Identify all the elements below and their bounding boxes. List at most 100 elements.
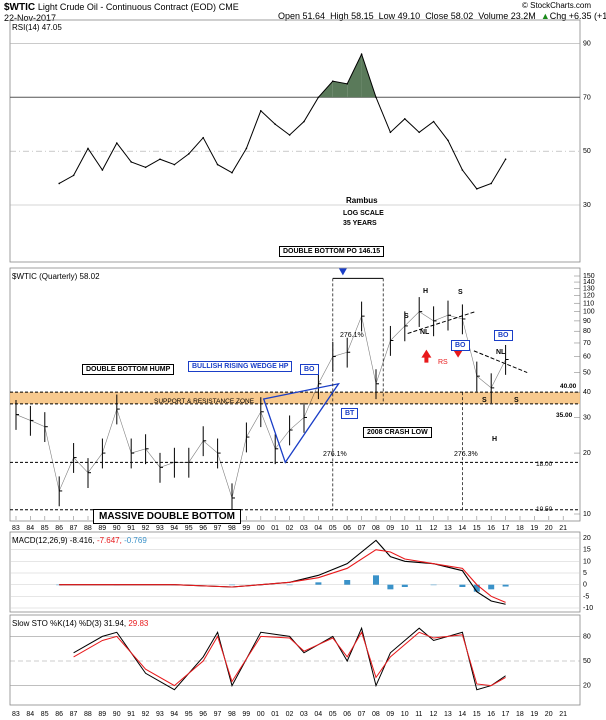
- sto-x-tick-label: 95: [185, 711, 193, 718]
- sto-x-tick-label: 10: [401, 711, 409, 718]
- macd-histogram-bar: [229, 584, 235, 586]
- rsi-point: [360, 53, 363, 56]
- hs-right-shoulder-label: S: [458, 289, 463, 296]
- sto-x-tick-label: 93: [156, 711, 164, 718]
- sto-x-tick-label: 02: [286, 711, 294, 718]
- macd-tick-label: 15: [583, 547, 591, 554]
- macd-histogram-bar: [502, 584, 509, 587]
- price-x-tick-label: 85: [41, 525, 49, 532]
- sto-x-tick-label: 03: [300, 711, 308, 718]
- bt-box: BT: [341, 408, 359, 419]
- sto-x-tick-label: 13: [444, 711, 452, 718]
- macd-histogram-bar: [344, 580, 351, 585]
- price-x-tick-label: 97: [214, 525, 222, 532]
- massive-double-bottom-box: MASSIVE DOUBLE BOTTOM: [93, 509, 241, 524]
- sto-x-tick-label: 05: [329, 711, 337, 718]
- rsi-point: [317, 96, 320, 99]
- sto-x-tick-label: 08: [372, 711, 380, 718]
- sto-x-tick-label: 16: [487, 711, 495, 718]
- sto-x-tick-label: 14: [458, 711, 466, 718]
- rsi-point: [274, 123, 277, 126]
- rsi-point: [116, 142, 118, 144]
- rsi-tick-label: 90: [583, 40, 591, 47]
- rsi-point: [216, 163, 219, 166]
- rsi-point: [101, 169, 104, 171]
- sto-tick-label: 80: [583, 633, 591, 640]
- price-x-tick-label: 08: [372, 525, 380, 532]
- macd-label: MACD(12,26,9) -8.416, -7.647, -0.769: [12, 536, 147, 545]
- rsi-point: [404, 118, 406, 120]
- macd-histogram-bar: [459, 584, 466, 587]
- price-tick-label: 50: [583, 370, 591, 377]
- price-x-tick-label: 90: [113, 525, 121, 532]
- rsi-label: RSI(14) 47.05: [12, 23, 62, 32]
- price-x-tick-label: 12: [430, 525, 438, 532]
- rsi-point: [490, 182, 493, 185]
- sto-x-tick-label: 85: [41, 711, 49, 718]
- rsi-point: [476, 188, 478, 190]
- price-x-tick-label: 06: [343, 525, 351, 532]
- neckline-top-label: NL: [420, 329, 430, 336]
- rsi-tick-label: 30: [583, 202, 591, 209]
- crash-low-box: 2008 CRASH LOW: [363, 427, 432, 438]
- inv-hs-head-label: H: [492, 436, 498, 443]
- price-x-tick-label: 87: [70, 525, 78, 532]
- bo-box-1: BO: [300, 364, 319, 375]
- rsi-overbought-fill: [332, 81, 348, 98]
- level-40-label: 40.00: [560, 383, 577, 390]
- rsi-point: [173, 163, 176, 166]
- price-x-tick-label: 00: [257, 525, 265, 532]
- price-x-tick-label: 14: [458, 525, 466, 532]
- sto-x-tick-label: 97: [214, 711, 222, 718]
- sto-label: Slow STO %K(14) %D(3) 31.94, 29.83: [12, 619, 149, 628]
- macd-histogram-bar: [373, 575, 379, 585]
- support-zone-label: SUPPORT & RESISTANCE ZONE: [154, 398, 255, 405]
- price-x-tick-label: 09: [386, 525, 394, 532]
- rsi-point: [144, 166, 147, 169]
- bullish-wedge-box: BULLISH RISING WEDGE HP: [188, 361, 293, 372]
- support-resistance-band: [10, 392, 580, 404]
- macd-tick-label: 5: [583, 570, 587, 577]
- macd-histogram-bar: [430, 584, 437, 586]
- inv-hs-right-shoulder-label: S: [514, 397, 519, 404]
- price-tick-label: 70: [583, 340, 591, 347]
- years-label: 35 YEARS: [343, 220, 377, 227]
- rsi-overbought-fill: [347, 54, 362, 98]
- rsi-point: [72, 174, 75, 177]
- rsi-point: [418, 131, 421, 134]
- sto-x-tick-label: 83: [12, 711, 20, 718]
- sto-d-line: [73, 631, 506, 687]
- macd-tick-label: -10: [583, 605, 593, 612]
- rsi-point: [303, 120, 305, 123]
- rs-label: RS: [438, 359, 448, 366]
- rsi-point: [87, 147, 89, 150]
- sto-x-tick-label: 84: [26, 711, 34, 718]
- macd-histogram-bar: [488, 584, 495, 590]
- price-x-tick-label: 99: [242, 525, 250, 532]
- macd-line: [59, 539, 506, 605]
- price-x-tick-label: 91: [127, 525, 135, 532]
- sto-x-tick-label: 17: [502, 711, 510, 718]
- sto-x-tick-label: 06: [343, 711, 351, 718]
- sto-x-tick-label: 92: [142, 711, 150, 718]
- inv-hs-left-shoulder-label: S: [482, 397, 487, 404]
- price-x-tick-label: 03: [300, 525, 308, 532]
- macd-tick-label: 20: [583, 535, 591, 542]
- rsi-point: [188, 153, 190, 155]
- macd-signal-line: [59, 549, 506, 603]
- rsi-point: [231, 171, 233, 174]
- double-bottom-po-box: DOUBLE BOTTOM PO 146.15: [279, 246, 385, 257]
- price-x-tick-label: 05: [329, 525, 337, 532]
- price-tick-label: 130: [583, 286, 595, 293]
- sto-x-tick-label: 04: [314, 711, 322, 718]
- price-x-tick-label: 88: [84, 525, 92, 532]
- rsi-point: [332, 80, 334, 82]
- price-tick-label: 80: [583, 328, 591, 335]
- sto-x-tick-label: 96: [199, 711, 207, 718]
- neckline-bottom-label: NL: [496, 349, 506, 356]
- sto-x-tick-label: 12: [430, 711, 438, 718]
- downtrend-line: [473, 350, 528, 374]
- sto-x-tick-label: 19: [530, 711, 538, 718]
- price-tick-label: 30: [583, 414, 591, 421]
- sto-x-tick-label: 11: [415, 711, 422, 718]
